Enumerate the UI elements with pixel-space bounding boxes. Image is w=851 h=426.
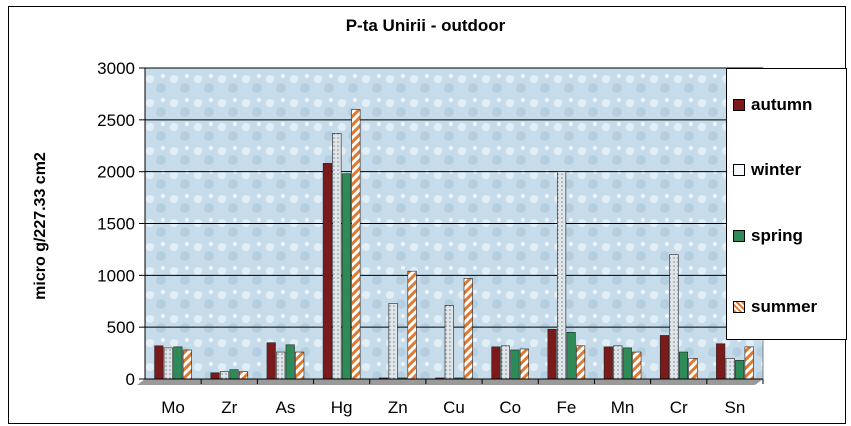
bar-summer-Co — [519, 348, 529, 380]
bar-spring-Hg — [341, 173, 351, 380]
x-tick-label: Zn — [388, 398, 408, 417]
bar-autumn-Co — [491, 346, 501, 380]
x-tick-label: Mn — [611, 398, 635, 417]
x-tick-label: Zr — [221, 398, 237, 417]
bar-summer-Zr — [238, 371, 249, 380]
bar-winter-Zr — [219, 371, 230, 380]
bar-summer-As — [295, 351, 305, 380]
bar-spring-Cr — [678, 351, 689, 380]
bar-autumn-As — [266, 342, 276, 380]
legend: autumn winter spring summer — [726, 68, 847, 340]
legend-item-spring: spring — [733, 226, 803, 246]
bar-summer-Cu — [463, 278, 473, 380]
bar-autumn-Fe — [547, 328, 557, 380]
y-tick-label: 0 — [126, 370, 135, 389]
bar-summer-Hg — [351, 109, 361, 380]
y-tick-label: 1000 — [97, 266, 135, 285]
axes — [144, 68, 764, 384]
plot-floor — [137, 379, 763, 385]
bar-winter-As — [276, 351, 286, 380]
bar-summer-Zn — [407, 270, 417, 380]
x-tick-label: As — [276, 398, 296, 417]
x-tick-label: Cu — [443, 398, 465, 417]
bar-winter-Mo — [163, 347, 173, 380]
bar-winter-Cu — [444, 305, 454, 380]
x-tick-label: Fe — [556, 398, 576, 417]
y-tick-label: 1500 — [97, 215, 135, 234]
legend-item-summer: summer — [733, 297, 817, 317]
bar-autumn-Sn — [716, 343, 726, 380]
bar-winter-Mn — [613, 345, 623, 380]
x-tick-label: Co — [499, 398, 521, 417]
bar-winter-Fe — [557, 171, 567, 380]
bar-winter-Cr — [669, 254, 679, 380]
x-tick-label: Cr — [670, 398, 688, 417]
bar-summer-Sn — [744, 346, 754, 380]
chart-title: P-ta Unirii - outdoor — [345, 16, 506, 35]
x-tick-labels: Mo Zr As Hg Zn Cu Co Fe Mn Cr Sn — [161, 398, 745, 417]
bar-summer-Mn — [632, 351, 642, 380]
y-tick-label: 2500 — [97, 111, 135, 130]
legend-swatch — [733, 164, 745, 176]
bar-winter-Zn — [388, 303, 398, 380]
bar-spring-Zr — [229, 369, 239, 380]
y-tick-label: 3000 — [97, 59, 135, 78]
legend-swatch — [733, 230, 745, 242]
bar-winter-Co — [500, 345, 510, 380]
bar-spring-Mn — [622, 347, 632, 380]
legend-swatch — [733, 99, 745, 111]
bar-summer-Fe — [576, 345, 586, 380]
legend-label: autumn — [751, 95, 813, 114]
bar-summer-Mo — [182, 349, 192, 380]
bar-autumn-Zr — [210, 372, 220, 380]
legend-label: winter — [751, 160, 802, 179]
y-axis-label: micro g/227.33 cm2 — [32, 152, 49, 300]
y-tick-label: 2000 — [97, 163, 135, 182]
bar-summer-Cr — [688, 357, 698, 380]
y-tick-label: 500 — [107, 318, 135, 337]
bar-spring-Fe — [566, 332, 576, 380]
y-tick-labels: 0 500 1000 1500 2000 2500 3000 — [97, 59, 135, 389]
bar-spring-As — [285, 344, 295, 380]
legend-swatch — [733, 301, 745, 313]
bar-autumn-Mn — [603, 346, 613, 380]
bars — [154, 109, 754, 380]
x-tick-label: Sn — [725, 398, 746, 417]
bar-winter-Hg — [332, 133, 342, 380]
x-tick-label: Hg — [331, 398, 353, 417]
bar-autumn-Mo — [154, 345, 164, 380]
bar-spring-Co — [510, 349, 520, 380]
legend-item-winter: winter — [733, 160, 801, 180]
bar-spring-Sn — [735, 360, 745, 380]
legend-label: spring — [751, 226, 803, 245]
bar-winter-Sn — [725, 357, 735, 380]
bar-autumn-Hg — [322, 163, 332, 380]
bar-spring-Mo — [173, 346, 183, 380]
legend-label: summer — [751, 297, 818, 316]
bar-autumn-Cr — [659, 335, 670, 380]
x-tick-label: Mo — [161, 398, 185, 417]
legend-item-autumn: autumn — [733, 95, 812, 115]
